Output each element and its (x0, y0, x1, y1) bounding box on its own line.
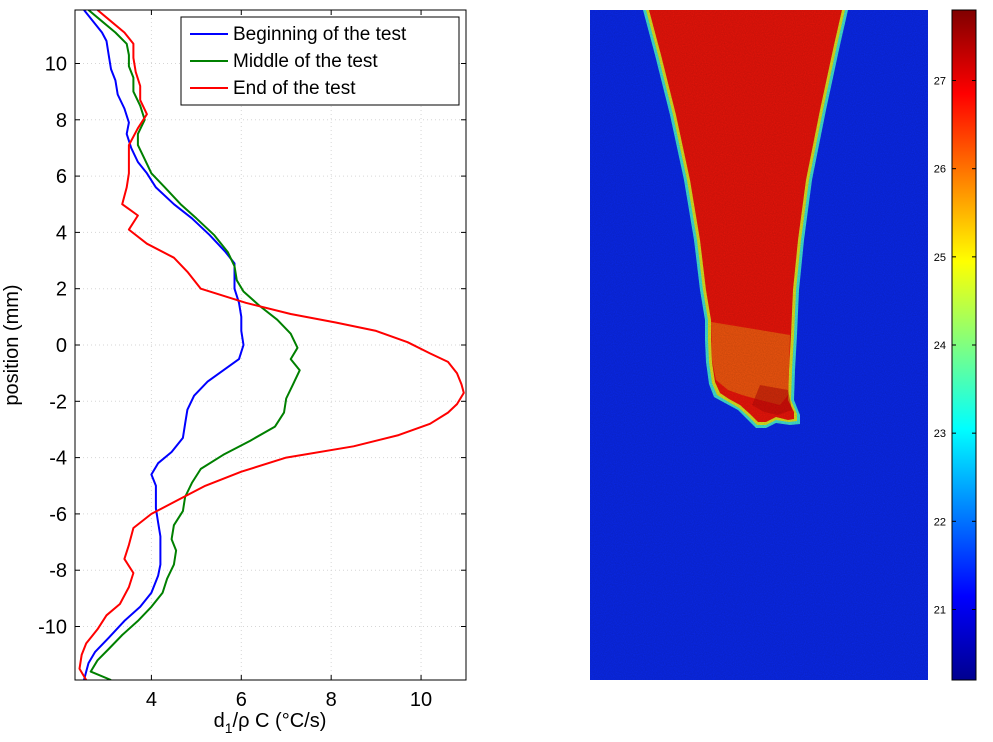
y-tick-label: 0 (56, 335, 67, 357)
y-tick-label: 2 (56, 279, 67, 301)
x-tick-label: 10 (410, 689, 432, 711)
legend: Beginning of the test Middle of the test… (180, 16, 460, 106)
series-lines (78, 10, 465, 680)
x-axis-label: d1/ρ C (°C/s) (214, 710, 327, 736)
x-tick-label: 6 (236, 689, 247, 711)
y-axis-label: position (mm) (1, 284, 23, 405)
colorbar-tick-label: 26 (934, 164, 946, 176)
y-tick-label: 4 (56, 222, 67, 244)
y-tick-label: -6 (49, 504, 67, 526)
thermal-image (590, 10, 928, 680)
series-line-1 (87, 10, 301, 680)
y-tick-label: 8 (56, 110, 67, 132)
thermal-noise (590, 10, 928, 680)
ticks (75, 10, 466, 680)
colorbar-tick-label: 21 (934, 604, 946, 616)
y-tick-label: 10 (45, 53, 67, 75)
x-axis-label-rest: /ρ C (°C/s) (233, 710, 327, 732)
y-tick-label: -8 (49, 560, 67, 582)
x-tick-label: 4 (146, 689, 157, 711)
tick-labels: 4 6 8 10 -10 -8 -6 -4 -2 0 2 4 6 8 10 (38, 53, 432, 711)
legend-label-end: End of the test (233, 78, 356, 99)
legend-label-middle: Middle of the test (233, 51, 378, 72)
x-axis-label-main: d (214, 710, 225, 732)
y-tick-label: 6 (56, 166, 67, 188)
line-chart: 4 6 8 10 -10 -8 -6 -4 -2 0 2 4 6 8 10 position (mm) d1… (1, 9, 467, 736)
colorbar: 21 22 23 24 25 26 27 (934, 9, 977, 681)
series-line-0 (83, 10, 245, 680)
colorbar-tick-label: 24 (934, 340, 946, 352)
plot-area (75, 10, 466, 680)
colorbar-tick-label: 25 (934, 252, 946, 264)
y-tick-label: -4 (49, 448, 67, 470)
x-tick-label: 8 (326, 689, 337, 711)
y-tick-label: -10 (38, 617, 67, 639)
colorbar-ticks: 21 22 23 24 25 26 27 (934, 76, 976, 616)
series-line-2 (78, 10, 465, 680)
x-axis-label-sub: 1 (225, 720, 233, 736)
colorbar-tick-label: 27 (934, 76, 946, 88)
legend-label-beginning: Beginning of the test (233, 24, 407, 45)
y-tick-label: -2 (49, 391, 67, 413)
colorbar-tick-label: 23 (934, 428, 946, 440)
colorbar-tick-label: 22 (934, 516, 946, 528)
